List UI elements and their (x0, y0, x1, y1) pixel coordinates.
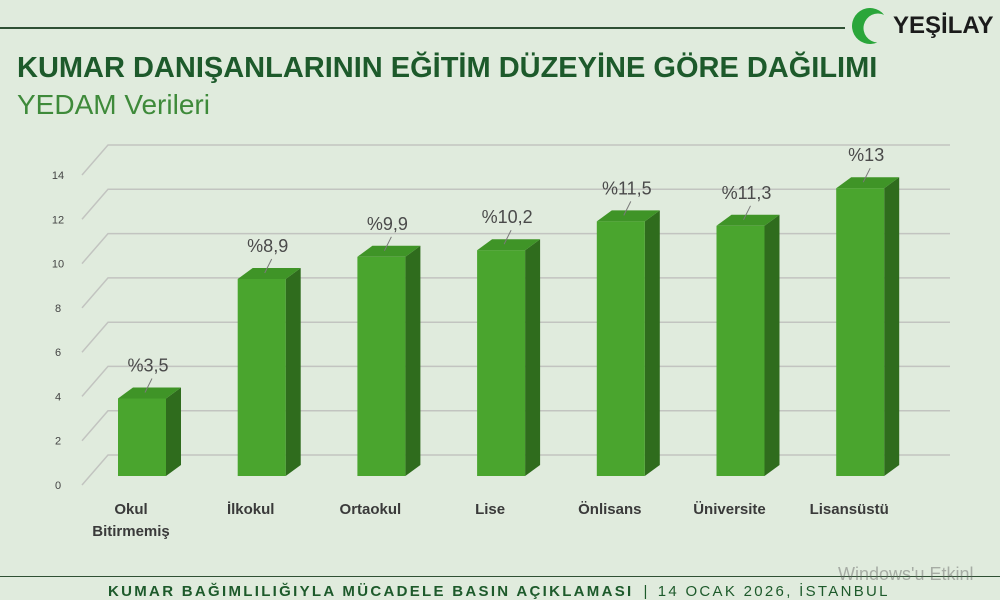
footer-date: 14 OCAK 2026, İSTANBUL (657, 583, 890, 600)
category-label: Üniversite (693, 501, 766, 518)
bar: %3,5 Okul Bitirmemiş (92, 356, 181, 540)
bar-front-face (237, 279, 286, 476)
category-label-line: Lisansüstü (810, 501, 889, 518)
bar-series: %3,5 Okul Bitirmemiş %8,9 İlkokul %9,9 Ortaoku… (92, 145, 900, 540)
bar-front-face (357, 256, 406, 476)
footer-rule (0, 576, 1000, 577)
category-label-line: Üniversite (693, 501, 766, 518)
data-label: %11,3 (722, 183, 772, 203)
bar-top-face (237, 268, 301, 279)
bar-top-face (836, 177, 900, 189)
bar: %13 Lisansüstü (810, 145, 900, 518)
bar-top-face (716, 214, 780, 226)
bar-front-face (477, 250, 526, 476)
data-label: %3,5 (127, 356, 168, 376)
chart-grid: 0 2 4 6 8 10 12 14 (52, 144, 950, 492)
logo: YEŞİLAY (851, 8, 1000, 44)
category-label-line: Lise (475, 501, 505, 518)
category-label-line: Okul (114, 501, 147, 518)
gridline (81, 321, 950, 353)
bar: %11,5 Önlisans (578, 178, 660, 518)
bar-side-face (644, 210, 660, 476)
bar: %11,3 Üniversite (693, 183, 780, 518)
category-label: Ortaokul (340, 501, 402, 518)
y-tick-label: 4 (55, 391, 61, 403)
y-tick-label: 14 (52, 170, 64, 182)
bar-front-face (716, 225, 765, 476)
data-label: %10,2 (482, 207, 533, 227)
bar-side-face (764, 214, 780, 477)
page-subtitle: YEDAM Verileri (17, 89, 210, 120)
data-label: %13 (848, 145, 884, 165)
gridline (81, 365, 950, 397)
bar-front-face (118, 398, 166, 476)
gridline (81, 188, 950, 220)
category-label: İlkokul (227, 501, 275, 518)
bar-side-face (285, 268, 301, 476)
category-label: Lisansüstü (810, 501, 889, 518)
footer-campaign: KUMAR BAĞIMLILIĞIYLA MÜCADELE BASIN AÇIK… (108, 583, 634, 600)
category-label-line: Ortaokul (340, 501, 402, 518)
bar: %10,2 Lise (475, 207, 541, 518)
y-tick-label: 10 (52, 259, 64, 271)
y-tick-label: 6 (55, 347, 61, 359)
category-label: Okul Bitirmemiş (92, 501, 170, 540)
crescent-icon (852, 8, 885, 44)
bar-top-face (596, 210, 660, 222)
data-label-leader (264, 258, 273, 274)
y-tick-label: 2 (55, 436, 61, 448)
category-label: Önlisans (578, 501, 641, 518)
top-rule (0, 27, 845, 29)
footer: KUMAR BAĞIMLILIĞIYLA MÜCADELE BASIN AÇIK… (108, 584, 890, 599)
bar: %9,9 Ortaokul (340, 214, 421, 518)
category-label-line: Bitirmemiş (92, 523, 170, 540)
data-label-leader (503, 229, 512, 245)
logo-text: YEŞİLAY (893, 12, 994, 39)
bar-top-face (477, 239, 541, 251)
bar-side-face (166, 387, 181, 476)
page-title: KUMAR DANIŞANLARININ EĞİTİM DÜZEYİNE GÖR… (17, 52, 878, 84)
data-label-leader (623, 201, 632, 216)
data-label-leader (383, 236, 392, 252)
y-tick-label: 8 (55, 303, 61, 315)
bar-side-face (884, 177, 900, 476)
data-label: %8,9 (247, 236, 288, 256)
data-label: %9,9 (367, 214, 408, 234)
bar-side-face (525, 239, 541, 476)
bar-top-face (357, 245, 421, 257)
gridline (81, 454, 950, 486)
category-label: Lise (475, 501, 505, 518)
bar: %8,9 İlkokul (227, 236, 301, 518)
footer-separator: | (643, 583, 650, 600)
bar-top-face (118, 387, 181, 399)
gridline (81, 277, 950, 309)
y-tick-label: 12 (52, 214, 64, 226)
category-label-line: İlkokul (227, 501, 275, 518)
category-label-line: Önlisans (578, 501, 641, 518)
gridline (81, 409, 950, 442)
bar-side-face (405, 245, 421, 476)
data-label-leader (144, 378, 153, 393)
y-tick-label: 0 (55, 480, 61, 492)
bar-front-face (836, 188, 885, 476)
data-label: %11,5 (602, 178, 652, 198)
watermark-text: Windows'u Etkinl (838, 564, 974, 584)
gridline (81, 232, 950, 265)
gridline (81, 144, 950, 176)
data-label-leader (743, 205, 751, 221)
data-label-leader (862, 167, 871, 183)
bar-front-face (596, 221, 645, 476)
